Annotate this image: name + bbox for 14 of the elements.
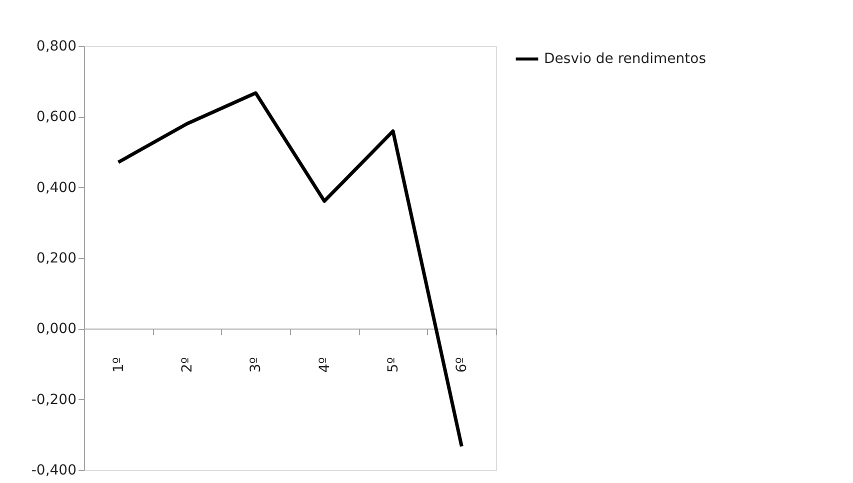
x-tick-label: 5º [386,357,402,373]
x-tick-label: 6º [454,357,470,373]
x-tick-label: 3º [248,357,264,373]
x-tick-label: 1º [110,357,127,373]
y-tick-label: 0,400 [36,180,76,196]
x-tick-label: 4º [316,357,333,373]
y-tick-label: 0,800 [36,38,76,54]
y-tick-label: 0,000 [36,321,76,338]
y-tick-label: 0,200 [36,250,76,266]
y-tick-label: 0,600 [36,109,76,126]
x-tick-label: 2º [180,357,196,373]
y-tick-label: -0,200 [31,392,76,408]
y-tick-label: -0,400 [31,462,76,478]
legend-label: Desvio de rendimentos [544,51,706,67]
